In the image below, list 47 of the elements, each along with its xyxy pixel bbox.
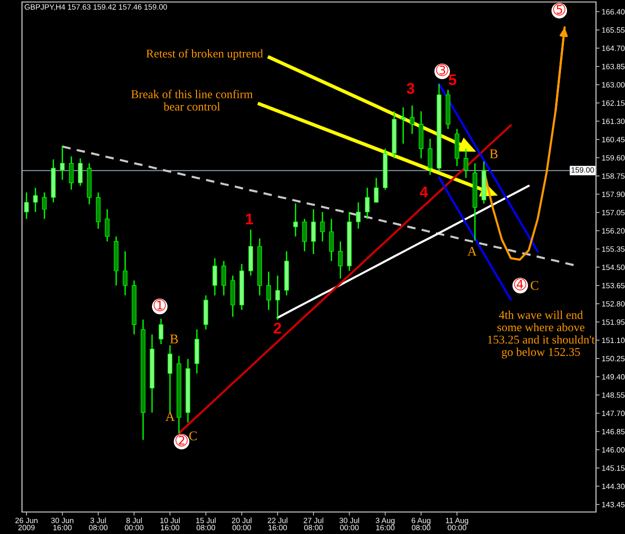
candlestick — [302, 218, 307, 252]
candlestick — [428, 138, 432, 176]
annotation: 3 — [406, 83, 414, 94]
candlestick — [320, 211, 325, 242]
candlestick — [122, 250, 128, 296]
annotation: 4 — [420, 186, 428, 198]
candlestick — [158, 318, 164, 345]
annotation: B — [490, 150, 498, 158]
annotation: B — [170, 334, 178, 344]
candlestick — [78, 158, 83, 186]
annotation: Retest of broken uptrend — [146, 49, 263, 60]
candlestick — [69, 156, 74, 190]
annotation: 5 — [448, 74, 456, 86]
annotation: ➄ — [553, 3, 566, 16]
candlestick — [104, 208, 110, 242]
candlestick — [410, 104, 414, 134]
candlestick — [212, 258, 218, 296]
candlestick — [266, 271, 271, 311]
candlestick — [374, 177, 379, 203]
annotation: 1 — [246, 214, 254, 224]
candlestick — [293, 202, 298, 238]
candlestick — [275, 274, 280, 320]
candlestick — [365, 187, 370, 220]
annotation: A — [467, 246, 477, 256]
annotation: C — [530, 281, 538, 290]
candlestick — [42, 192, 47, 220]
candlestick — [329, 218, 334, 262]
annotation: 4th wave will end some where above 153.25 and it shouldn't go below 152.35 — [488, 310, 595, 358]
line-series — [438, 176, 512, 301]
candlestick — [311, 208, 316, 255]
candlestick — [338, 240, 343, 280]
annotation: ➂ — [436, 64, 448, 76]
candlestick — [222, 260, 226, 296]
candlestick — [464, 148, 468, 178]
candlestick — [168, 344, 172, 414]
annotation: A — [165, 412, 175, 421]
candlestick — [400, 106, 406, 144]
candlestick — [33, 187, 38, 213]
annotation: ➀ — [154, 299, 166, 312]
annotation: ➃ — [514, 278, 526, 290]
candlestick — [60, 145, 65, 180]
annotation: Break of this line confirm bear control — [131, 90, 253, 111]
annotation: C — [189, 431, 197, 440]
annotation: 2 — [274, 322, 282, 334]
candlestick — [24, 192, 29, 220]
annotation: ➁ — [176, 434, 188, 446]
candlestick — [356, 202, 361, 230]
